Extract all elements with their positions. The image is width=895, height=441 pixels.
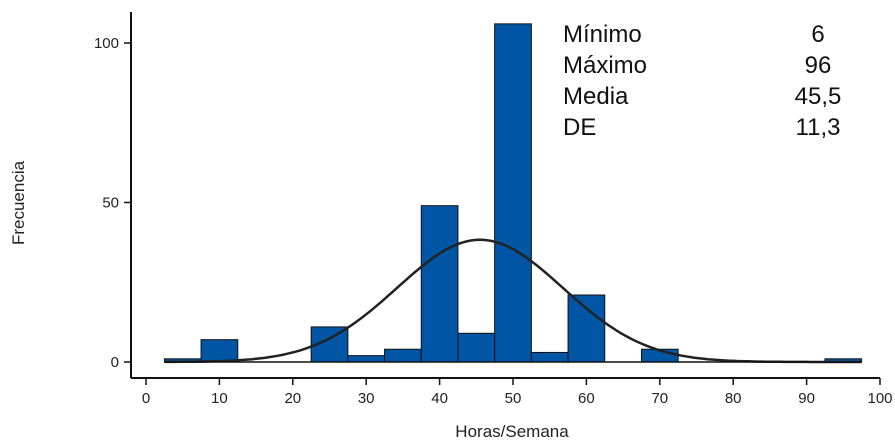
stat-value: 45,5 [795,83,842,110]
x-tick-label: 90 [798,390,815,407]
histogram-bar [457,332,496,363]
stat-label: DE [563,114,596,141]
histogram-bar [347,355,386,363]
x-tick-label: 100 [867,390,892,407]
x-tick-label: 40 [431,390,448,407]
y-tick-label: 0 [111,354,119,371]
y-tick-label: 100 [94,35,119,52]
normal-curve [164,238,862,364]
axes [124,12,881,385]
stat-value: 6 [811,21,824,48]
x-tick-label: 70 [651,390,668,407]
x-tick-label: 60 [578,390,595,407]
x-tick-label: 20 [284,390,301,407]
stat-value: 11,3 [796,114,841,141]
x-tick-label: 80 [725,390,742,407]
x-tick-label: 50 [505,390,522,407]
histogram-bar [530,351,569,363]
histogram-bar [420,205,459,363]
stat-label: Media [563,83,629,110]
histogram-bar [200,339,239,363]
histogram-bar [384,348,422,363]
histogram-bar [494,23,532,363]
y-axis-title: Frecuencia [9,160,28,245]
stat-label: Máximo [563,52,647,79]
tick-labels: 0 10 20 30 40 50 60 70 80 90 100 0 50 100 [94,35,893,407]
y-tick-label: 50 [102,195,119,212]
x-tick-label: 10 [211,390,228,407]
histogram-bars [163,23,863,363]
histogram-bar [567,294,606,363]
stat-label: Mínimo [563,21,642,48]
x-tick-label: 0 [142,390,150,407]
stat-value: 96 [805,52,832,79]
stats-box: Mínimo 6 Máximo 96 Media 45,5 DE 11,3 [563,21,841,141]
x-axis-title: Horas/Semana [455,422,569,441]
x-tick-label: 30 [358,390,375,407]
